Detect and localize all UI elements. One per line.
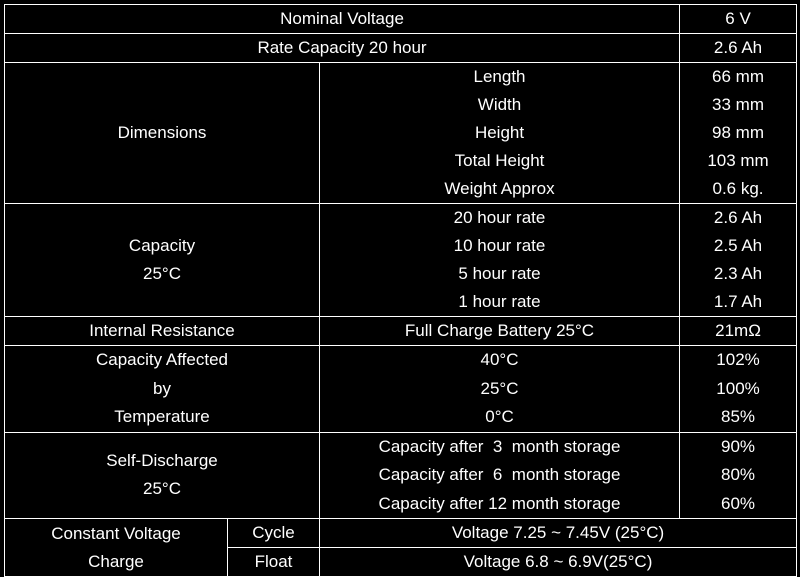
value-cell: 90% 80% 60% — [679, 431, 798, 519]
mode-cell-text: Float — [254, 552, 293, 571]
value-cell-text: 1.7 Ah — [713, 292, 763, 311]
value-cell: 6 V — [679, 4, 798, 34]
value-cell-text: 21mΩ — [715, 321, 761, 340]
item-cell-text: 20 hour rate — [453, 208, 546, 227]
item-cell-text: 0°C — [485, 407, 514, 426]
value-cell-text: 60% — [721, 493, 756, 513]
item-cell-text: Height — [474, 123, 525, 142]
table-row: Float Voltage 6.8 ~ 6.9V(25°C) — [5, 547, 798, 577]
label-cell: Constant Voltage Charge — [4, 518, 228, 577]
label-cell: Capacity Affected by Temperature — [4, 345, 320, 433]
spec-table: Nominal Voltage 6 V Rate Capacity 20 hour 2… — [3, 4, 798, 577]
value-cell-text: 103 mm — [707, 151, 769, 170]
value-cell-text: 33 mm — [712, 95, 765, 114]
table-row: Self-Discharge 25°C Capacity after 3 month… — [4, 431, 798, 519]
value-cell-text: 66 mm — [712, 67, 765, 86]
label-cell-text: Capacity — [128, 236, 196, 255]
label-cell-text: Internal Resistance — [89, 321, 235, 340]
value-cell-text: 2.6 Ah — [713, 208, 763, 227]
item-cell-text: Weight Approx — [444, 179, 555, 198]
value-cell-text: 6 V — [725, 9, 751, 28]
label-cell-text: Dimensions — [117, 123, 207, 142]
item-cell-text: Total Height — [454, 151, 545, 170]
table-row: Internal Resistance Full Charge Battery 2… — [4, 316, 798, 346]
item-cell-text: Full Charge Battery 25°C — [404, 321, 595, 340]
value-cell-text: Voltage 6.8 ~ 6.9V(25°C) — [463, 552, 653, 571]
value-cell-text: 90% — [721, 436, 756, 456]
value-cell: Voltage 6.8 ~ 6.9V(25°C) — [318, 547, 798, 577]
mode-cell: Float — [227, 547, 320, 577]
value-cell: 66 mm 33 mm 98 mm 103 mm 0.6 kg. — [679, 62, 798, 204]
label-cell: Dimensions — [4, 62, 320, 204]
item-cell: Length Width Height Total Height Weight Appr… — [318, 62, 681, 204]
label-cell-text: Charge — [88, 551, 144, 571]
label-cell: Nominal Voltage — [3, 4, 681, 34]
value-cell-text: Voltage 7.25 ~ 7.45V (25°C) — [451, 523, 665, 542]
label-cell-text: Self-Discharge — [106, 450, 218, 470]
mode-cell: Cycle — [227, 518, 320, 548]
value-cell: 21mΩ — [679, 316, 798, 346]
value-cell-text: 80% — [721, 465, 756, 484]
spec-body: Nominal Voltage 6 V Rate Capacity 20 hour 2… — [3, 4, 798, 577]
table-row: Rate Capacity 20 hour 2.6 Ah — [3, 33, 798, 63]
label-cell-text: Rate Capacity 20 hour — [257, 38, 427, 57]
mode-cell-text: Cycle — [252, 523, 295, 542]
table-row: Constant Voltage Charge Cycle Voltage 7.25 … — [4, 518, 798, 577]
label-cell-text: by — [153, 378, 171, 398]
label-cell: Internal Resistance — [4, 316, 320, 346]
label-cell-text: 25°C — [143, 479, 181, 499]
label-cell: Rate Capacity 20 hour — [3, 33, 681, 63]
table-row: Dimensions Length Width Height Total Height W… — [4, 62, 798, 204]
item-cell-text: 10 hour rate — [453, 236, 546, 255]
item-cell: Full Charge Battery 25°C — [318, 316, 681, 346]
label-cell-text: Temperature — [114, 407, 210, 426]
value-cell: Voltage 7.25 ~ 7.45V (25°C) — [318, 518, 798, 548]
label-cell: Self-Discharge 25°C — [4, 431, 320, 519]
item-cell-text: 40°C — [480, 350, 519, 369]
value-cell-text: 102% — [716, 350, 760, 369]
value-cell-text: 100% — [716, 378, 760, 398]
item-cell-text: Capacity after 6 month storage — [378, 465, 621, 484]
label-cell-text: Nominal Voltage — [280, 9, 404, 28]
item-cell: 20 hour rate 10 hour rate 5 hour rate 1 hou… — [318, 203, 681, 317]
item-cell: Capacity after 3 month storage Capacity a… — [318, 431, 681, 519]
table-row: Nominal Voltage 6 V — [3, 4, 798, 34]
value-cell: 102% 100% 85% — [679, 345, 798, 433]
value-cell-text: 2.5 Ah — [713, 236, 763, 255]
item-cell-text: Length — [473, 67, 526, 86]
value-cell-text: 2.3 Ah — [713, 264, 763, 283]
value-cell: 2.6 Ah 2.5 Ah 2.3 Ah 1.7 Ah — [679, 203, 798, 317]
item-cell-text: Capacity after 3 month storage — [378, 436, 621, 456]
label-cell-text: Capacity Affected — [96, 350, 228, 369]
item-cell-text: 5 hour rate — [458, 264, 541, 283]
value-cell: 2.6 Ah — [679, 33, 798, 63]
item-cell: 40°C 25°C 0°C — [318, 345, 681, 433]
item-cell-text: Capacity after 12 month storage — [378, 493, 621, 513]
item-cell-text: 25°C — [480, 378, 519, 398]
value-cell-text: 98 mm — [712, 123, 765, 142]
item-cell-text: 1 hour rate — [458, 292, 541, 311]
value-cell-text: 0.6 kg. — [712, 179, 764, 198]
label-cell-text: Constant Voltage — [51, 523, 181, 543]
item-cell-text: Width — [477, 95, 522, 114]
table-row: Capacity Affected by Temperature 40°C 25°C 0°… — [4, 345, 798, 433]
label-cell: Capacity 25°C — [4, 203, 320, 317]
value-cell-text: 2.6 Ah — [713, 38, 763, 57]
label-cell-text: 25°C — [143, 264, 181, 283]
table-row: Capacity 25°C 20 hour rate 10 hour rate 5 ho… — [4, 203, 798, 317]
value-cell-text: 85% — [721, 407, 756, 426]
